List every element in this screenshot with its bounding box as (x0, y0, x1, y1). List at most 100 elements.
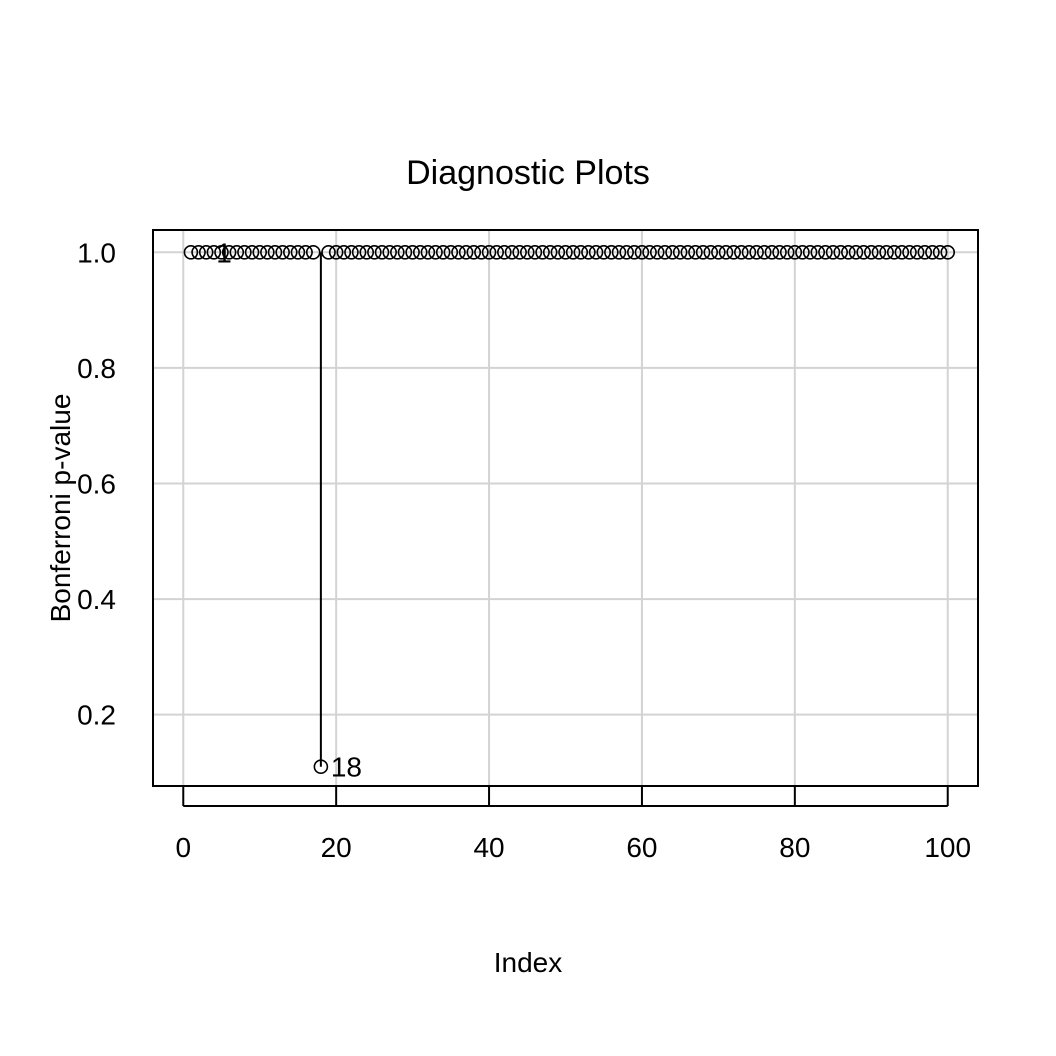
point-label: 18 (331, 752, 362, 783)
data-point (351, 245, 367, 260)
data-point (267, 245, 283, 260)
data-point (489, 245, 504, 260)
data-point (558, 245, 573, 260)
data-point (313, 759, 329, 774)
data-point (642, 245, 657, 260)
data-point (198, 245, 214, 260)
x-tick-label: 100 (924, 832, 971, 863)
data-point (504, 245, 520, 260)
data-point (619, 245, 634, 260)
x-tick-label: 20 (321, 832, 352, 863)
data-point (604, 245, 619, 260)
data-point (596, 245, 612, 260)
data-point (481, 245, 497, 260)
data-point (244, 245, 260, 260)
x-tick-label: 40 (473, 832, 504, 863)
y-tick-label: 0.6 (77, 468, 116, 499)
data-point (382, 245, 397, 260)
data-point (909, 245, 925, 260)
data-point (932, 245, 948, 260)
data-point (802, 245, 818, 260)
y-tick-label: 0.8 (77, 353, 116, 384)
data-point (902, 245, 917, 260)
data-point (665, 245, 680, 260)
data-point (863, 245, 879, 260)
data-point (359, 245, 375, 260)
data-point (435, 245, 451, 260)
data-point (825, 245, 841, 260)
data-point (542, 245, 558, 260)
x-tick-label: 60 (626, 832, 657, 863)
data-point (252, 245, 268, 260)
data-point (833, 245, 849, 260)
y-tick-label: 0.4 (77, 584, 116, 615)
data-point (367, 245, 382, 260)
data-point (711, 245, 726, 260)
data-point (328, 245, 344, 260)
data-point (550, 245, 566, 260)
data-point (275, 245, 290, 260)
data-point (818, 245, 833, 260)
y-tick-label: 0.2 (77, 700, 116, 731)
data-point (886, 245, 902, 260)
data-point (772, 245, 787, 260)
x-axis: 0 20 40 60 80 100 (175, 786, 971, 863)
y-axis-label: Bonferroni p-value (45, 394, 76, 623)
data-point (497, 245, 512, 260)
data-point (458, 245, 474, 260)
point-label: 1 (216, 237, 232, 268)
data-point (405, 245, 420, 260)
data-point (756, 245, 772, 260)
data-point (672, 245, 688, 260)
data-point (588, 245, 604, 260)
data-point (565, 245, 581, 260)
data-point (535, 245, 550, 260)
data-point (344, 245, 359, 260)
data-point (390, 245, 405, 260)
data-point (412, 245, 428, 260)
data-point (466, 245, 482, 260)
data-points (183, 245, 956, 774)
data-point (260, 245, 275, 260)
data-point (925, 245, 940, 260)
data-point (894, 245, 910, 260)
data-point (871, 245, 887, 260)
data-point (229, 245, 245, 260)
data-point (749, 245, 764, 260)
data-point (718, 245, 734, 260)
data-point (734, 245, 749, 260)
data-point (512, 245, 527, 260)
data-point (795, 245, 810, 260)
x-axis-label: Index (494, 947, 563, 978)
data-point (680, 245, 696, 260)
data-point (527, 245, 543, 260)
data-point (695, 245, 711, 260)
data-point (764, 245, 780, 260)
data-point (221, 245, 237, 260)
data-point (305, 245, 321, 260)
data-point (879, 245, 894, 260)
data-point (657, 245, 673, 260)
data-point (420, 245, 436, 260)
data-point (726, 245, 741, 260)
y-axis: 0.2 0.4 0.6 0.8 1.0 (77, 237, 116, 730)
data-point (688, 245, 703, 260)
chart-title: Diagnostic Plots (406, 154, 650, 192)
data-point (290, 245, 306, 260)
data-point (519, 245, 535, 260)
data-point (451, 245, 466, 260)
x-tick-label: 80 (779, 832, 810, 863)
data-point (428, 245, 443, 260)
data-point (581, 245, 596, 260)
data-point (573, 245, 589, 260)
y-tick-label: 1.0 (77, 237, 116, 268)
data-point (779, 245, 795, 260)
data-point (634, 245, 650, 260)
data-point (183, 245, 199, 260)
data-point (237, 245, 252, 260)
data-point (443, 245, 459, 260)
data-point (856, 245, 871, 260)
data-point (191, 245, 206, 260)
data-point (627, 245, 642, 260)
point-annotations: 1 18 (216, 237, 362, 782)
